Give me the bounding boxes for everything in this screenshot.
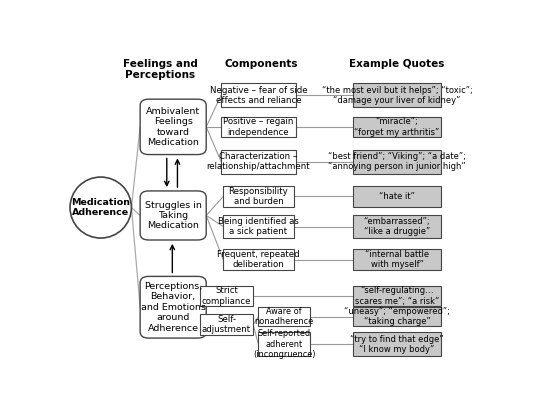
Text: Responsibility
and burden: Responsibility and burden: [229, 187, 288, 206]
Text: Self-
adjustment: Self- adjustment: [202, 315, 251, 335]
FancyBboxPatch shape: [223, 249, 294, 270]
Text: Perceptions,
Behavior,
and Emotions
around
Adherence: Perceptions, Behavior, and Emotions arou…: [141, 282, 206, 332]
FancyBboxPatch shape: [223, 215, 294, 238]
FancyBboxPatch shape: [353, 215, 441, 238]
Text: Medication
Adherence: Medication Adherence: [71, 198, 130, 217]
FancyBboxPatch shape: [140, 99, 206, 155]
Text: “hate it”: “hate it”: [379, 192, 415, 201]
FancyBboxPatch shape: [353, 117, 441, 137]
FancyBboxPatch shape: [200, 286, 253, 307]
Text: “the most evil but it helps”; “toxic”;
“damage your liver of kidney”: “the most evil but it helps”; “toxic”; “…: [322, 85, 472, 105]
Text: “try to find that edge”
“I know my body”: “try to find that edge” “I know my body”: [350, 335, 444, 354]
FancyBboxPatch shape: [353, 186, 441, 207]
Text: Strict
compliance: Strict compliance: [202, 286, 251, 306]
Text: Characterization –
relationship/attachment: Characterization – relationship/attachme…: [207, 152, 310, 171]
FancyBboxPatch shape: [353, 150, 441, 173]
FancyBboxPatch shape: [353, 286, 441, 307]
Text: Ambivalent
Feelings
toward
Medication: Ambivalent Feelings toward Medication: [146, 107, 200, 147]
Text: Positive – regain
independence: Positive – regain independence: [223, 117, 294, 136]
FancyBboxPatch shape: [353, 249, 441, 270]
Text: Example Quotes: Example Quotes: [349, 59, 444, 69]
Text: “miracle”;
“forget my arthritis”: “miracle”; “forget my arthritis”: [354, 117, 439, 136]
Text: “best friend”; “Viking”; “a date”;
“annoying person in junior high”: “best friend”; “Viking”; “a date”; “anno…: [328, 152, 466, 171]
FancyBboxPatch shape: [200, 314, 253, 335]
Text: “internal battle
with myself”: “internal battle with myself”: [365, 250, 429, 270]
FancyBboxPatch shape: [353, 332, 441, 356]
FancyBboxPatch shape: [258, 332, 310, 356]
Text: “uneasy”; “empowered”;
“taking charge”: “uneasy”; “empowered”; “taking charge”: [344, 307, 450, 326]
Text: Being identified as
a sick patient: Being identified as a sick patient: [218, 217, 299, 236]
FancyBboxPatch shape: [353, 307, 441, 326]
Text: “embarrassed”;
“like a druggie”: “embarrassed”; “like a druggie”: [364, 217, 430, 236]
FancyBboxPatch shape: [221, 83, 296, 107]
Text: Feelings and
Perceptions: Feelings and Perceptions: [123, 59, 198, 81]
Text: Negative – fear of side
effects and reliance: Negative – fear of side effects and reli…: [210, 85, 307, 105]
FancyBboxPatch shape: [140, 276, 206, 338]
Text: Aware of
nonadherence: Aware of nonadherence: [255, 307, 313, 326]
FancyBboxPatch shape: [221, 117, 296, 137]
Text: “self-regulating…
scares me”; “a risk”: “self-regulating… scares me”; “a risk”: [355, 286, 439, 306]
Ellipse shape: [70, 177, 131, 238]
Text: Struggles in
Taking
Medication: Struggles in Taking Medication: [145, 201, 202, 231]
FancyBboxPatch shape: [258, 307, 310, 326]
FancyBboxPatch shape: [353, 83, 441, 107]
Text: Frequent, repeated
deliberation: Frequent, repeated deliberation: [217, 250, 300, 270]
FancyBboxPatch shape: [223, 186, 294, 207]
Text: Components: Components: [224, 59, 298, 69]
FancyBboxPatch shape: [221, 150, 296, 173]
Text: Self-reported
adherent
(incongruence): Self-reported adherent (incongruence): [253, 329, 315, 359]
FancyBboxPatch shape: [140, 191, 206, 240]
